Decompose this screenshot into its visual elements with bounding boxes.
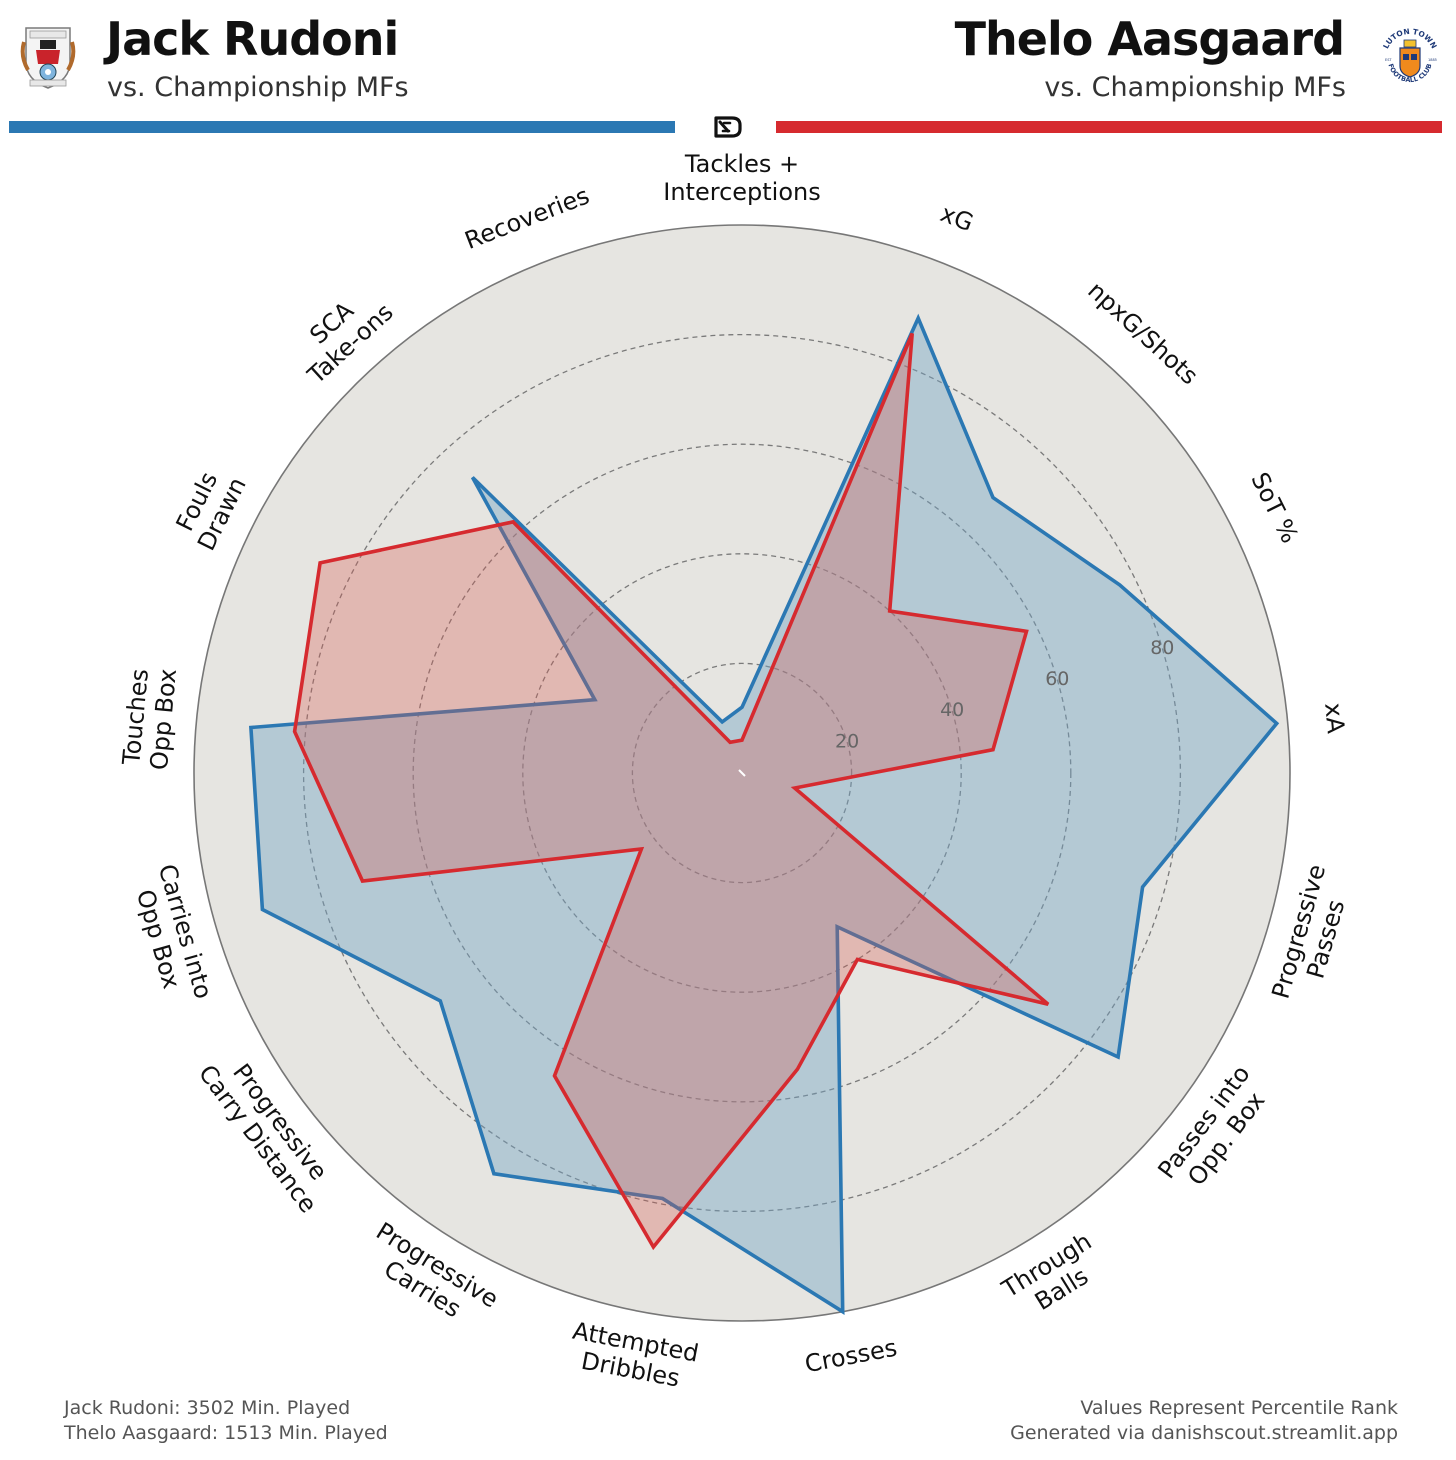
radar-ring-tick-label: 60 bbox=[1045, 668, 1069, 690]
radar-category-label-line: SoT % bbox=[1245, 468, 1304, 548]
radar-category-label-line: xG bbox=[937, 199, 978, 237]
radar-center-marker bbox=[738, 769, 746, 777]
radar-category-label-line: Crosses bbox=[803, 1334, 900, 1379]
left-player-name: Jack Rudoni bbox=[106, 12, 399, 66]
left-player-subtitle: vs. Championship MFs bbox=[107, 72, 409, 103]
radar-category-label-line: xA bbox=[1319, 702, 1350, 736]
radar-ring-tick-label: 40 bbox=[940, 699, 964, 721]
footer-notes: Values Represent Percentile Rank Generat… bbox=[1010, 1396, 1398, 1446]
footer-generated-note: Generated via danishscout.streamlit.app bbox=[1010, 1422, 1398, 1444]
crest-year-text: 1885 bbox=[1428, 58, 1437, 62]
crest-est-text: EST bbox=[1385, 58, 1392, 62]
footer-left-player-minutes: Jack Rudoni: 3502 Min. Played bbox=[64, 1397, 351, 1419]
radar-category-label: Recoveries bbox=[461, 181, 593, 254]
danishscout-logo-icon bbox=[714, 116, 742, 138]
radar-category-label: Crosses bbox=[803, 1334, 900, 1379]
right-player-color-bar bbox=[776, 121, 1442, 133]
footer-right-player-minutes: Thelo Aasgaard: 1513 Min. Played bbox=[64, 1422, 388, 1444]
radar-grid-ring bbox=[631, 662, 853, 884]
radar-grid-ring bbox=[302, 333, 1182, 1213]
radar-grid-ring bbox=[412, 443, 1072, 1103]
footer-percentile-note: Values Represent Percentile Rank bbox=[1080, 1397, 1398, 1419]
radar-category-label-line: Recoveries bbox=[461, 181, 593, 254]
radar-category-label: xA bbox=[1319, 702, 1350, 736]
right-player-subtitle: vs. Championship MFs bbox=[1044, 72, 1346, 103]
coventry-crest-icon bbox=[20, 27, 76, 89]
radar-category-label: Tackles +Interceptions bbox=[663, 150, 820, 206]
radar-category-label: SoT % bbox=[1245, 468, 1304, 548]
footer-minutes: Jack Rudoni: 3502 Min. Played Thelo Aasg… bbox=[64, 1396, 388, 1446]
radar-series-right-player bbox=[292, 332, 1050, 1251]
luton-crest-icon: LUTON TOWN FOOTBALL CLUB EST 1885 bbox=[1377, 25, 1443, 91]
radar-ring-tick-label: 80 bbox=[1150, 637, 1174, 659]
radar-series-left-player bbox=[248, 313, 1280, 1315]
right-player-name: Thelo Aasgaard bbox=[954, 12, 1345, 66]
radar-category-label-line: Tackles + bbox=[684, 150, 799, 178]
radar-category-label-line: Interceptions bbox=[663, 178, 820, 206]
left-player-color-bar bbox=[9, 121, 675, 133]
radar-ring-tick-label: 20 bbox=[835, 730, 859, 752]
radar-grid-ring bbox=[522, 553, 962, 993]
radar-category-label: xG bbox=[937, 199, 978, 237]
